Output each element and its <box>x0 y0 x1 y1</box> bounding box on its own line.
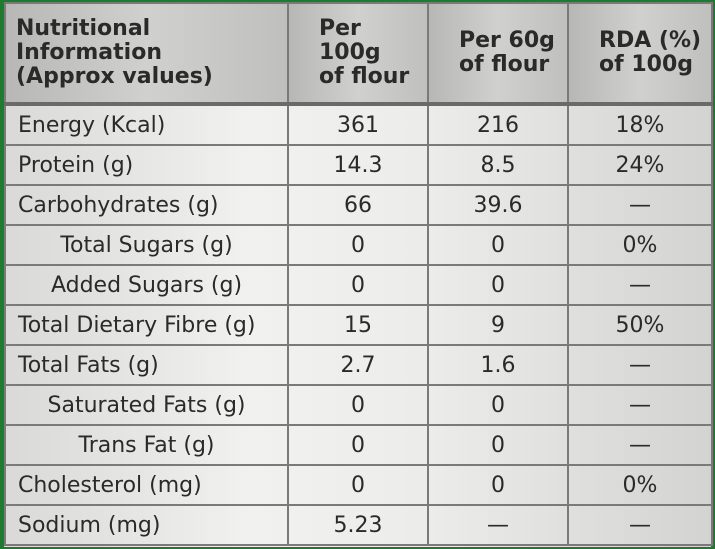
cell-per-60g: 0 <box>427 264 569 306</box>
cell-per-100g: 14.3 <box>287 144 429 186</box>
cell-per-100g: 2.7 <box>287 344 429 386</box>
cell-rda: 24% <box>567 144 713 186</box>
table-header-row: Nutritional Information (Approx values) … <box>4 2 713 105</box>
row-label: Cholesterol (mg) <box>4 464 289 506</box>
cell-rda: — <box>567 384 713 426</box>
table-row: Saturated Fats (g) 0 0 — <box>4 384 713 426</box>
table-row: Total Fats (g) 2.7 1.6 — <box>4 344 713 386</box>
cell-per-60g: 0 <box>427 384 569 426</box>
row-label: Total Sugars (g) <box>4 224 289 266</box>
cell-rda: 0% <box>567 464 713 506</box>
row-label: Carbohydrates (g) <box>4 184 289 226</box>
nutrition-table: Nutritional Information (Approx values) … <box>4 2 713 546</box>
cell-per-60g: — <box>427 504 569 546</box>
cell-rda: — <box>567 344 713 386</box>
cell-per-60g: 0 <box>427 464 569 506</box>
cell-per-60g: 0 <box>427 224 569 266</box>
cell-per-100g: 66 <box>287 184 429 226</box>
row-label: Sodium (mg) <box>4 504 289 546</box>
cell-rda: — <box>567 264 713 306</box>
row-label: Added Sugars (g) <box>4 264 289 306</box>
cell-rda: — <box>567 184 713 226</box>
table-row: Carbohydrates (g) 66 39.6 — <box>4 184 713 226</box>
table-row: Protein (g) 14.3 8.5 24% <box>4 144 713 186</box>
nutrition-panel: Nutritional Information (Approx values) … <box>4 2 713 547</box>
header-nutritional-information: Nutritional Information (Approx values) <box>4 2 289 105</box>
cell-rda: — <box>567 424 713 466</box>
cell-per-100g: 0 <box>287 224 429 266</box>
row-label: Protein (g) <box>4 144 289 186</box>
cell-per-60g: 9 <box>427 304 569 346</box>
cell-per-100g: 15 <box>287 304 429 346</box>
cell-per-100g: 0 <box>287 384 429 426</box>
cell-per-100g: 0 <box>287 264 429 306</box>
cell-rda: 0% <box>567 224 713 266</box>
cell-per-100g: 5.23 <box>287 504 429 546</box>
header-rda: RDA (%) of 100g <box>567 2 713 105</box>
cell-per-60g: 39.6 <box>427 184 569 226</box>
row-label: Total Dietary Fibre (g) <box>4 304 289 346</box>
cell-per-60g: 1.6 <box>427 344 569 386</box>
cell-per-60g: 8.5 <box>427 144 569 186</box>
cell-per-100g: 361 <box>287 102 429 146</box>
cell-per-100g: 0 <box>287 424 429 466</box>
table-row: Trans Fat (g) 0 0 — <box>4 424 713 466</box>
cell-rda: 50% <box>567 304 713 346</box>
row-label: Saturated Fats (g) <box>4 384 289 426</box>
header-per-60g: Per 60g of flour <box>427 2 569 105</box>
row-label: Energy (Kcal) <box>4 102 289 146</box>
cell-per-60g: 216 <box>427 102 569 146</box>
table-row: Energy (Kcal) 361 216 18% <box>4 102 713 146</box>
table-row: Added Sugars (g) 0 0 — <box>4 264 713 306</box>
cell-per-100g: 0 <box>287 464 429 506</box>
table-row: Total Sugars (g) 0 0 0% <box>4 224 713 266</box>
cell-per-60g: 0 <box>427 424 569 466</box>
header-per-100g: Per 100g of flour <box>287 2 429 105</box>
table-row: Sodium (mg) 5.23 — — <box>4 504 713 546</box>
row-label: Trans Fat (g) <box>4 424 289 466</box>
cell-rda: 18% <box>567 102 713 146</box>
row-label: Total Fats (g) <box>4 344 289 386</box>
table-row: Cholesterol (mg) 0 0 0% <box>4 464 713 506</box>
cell-rda: — <box>567 504 713 546</box>
table-row: Total Dietary Fibre (g) 15 9 50% <box>4 304 713 346</box>
